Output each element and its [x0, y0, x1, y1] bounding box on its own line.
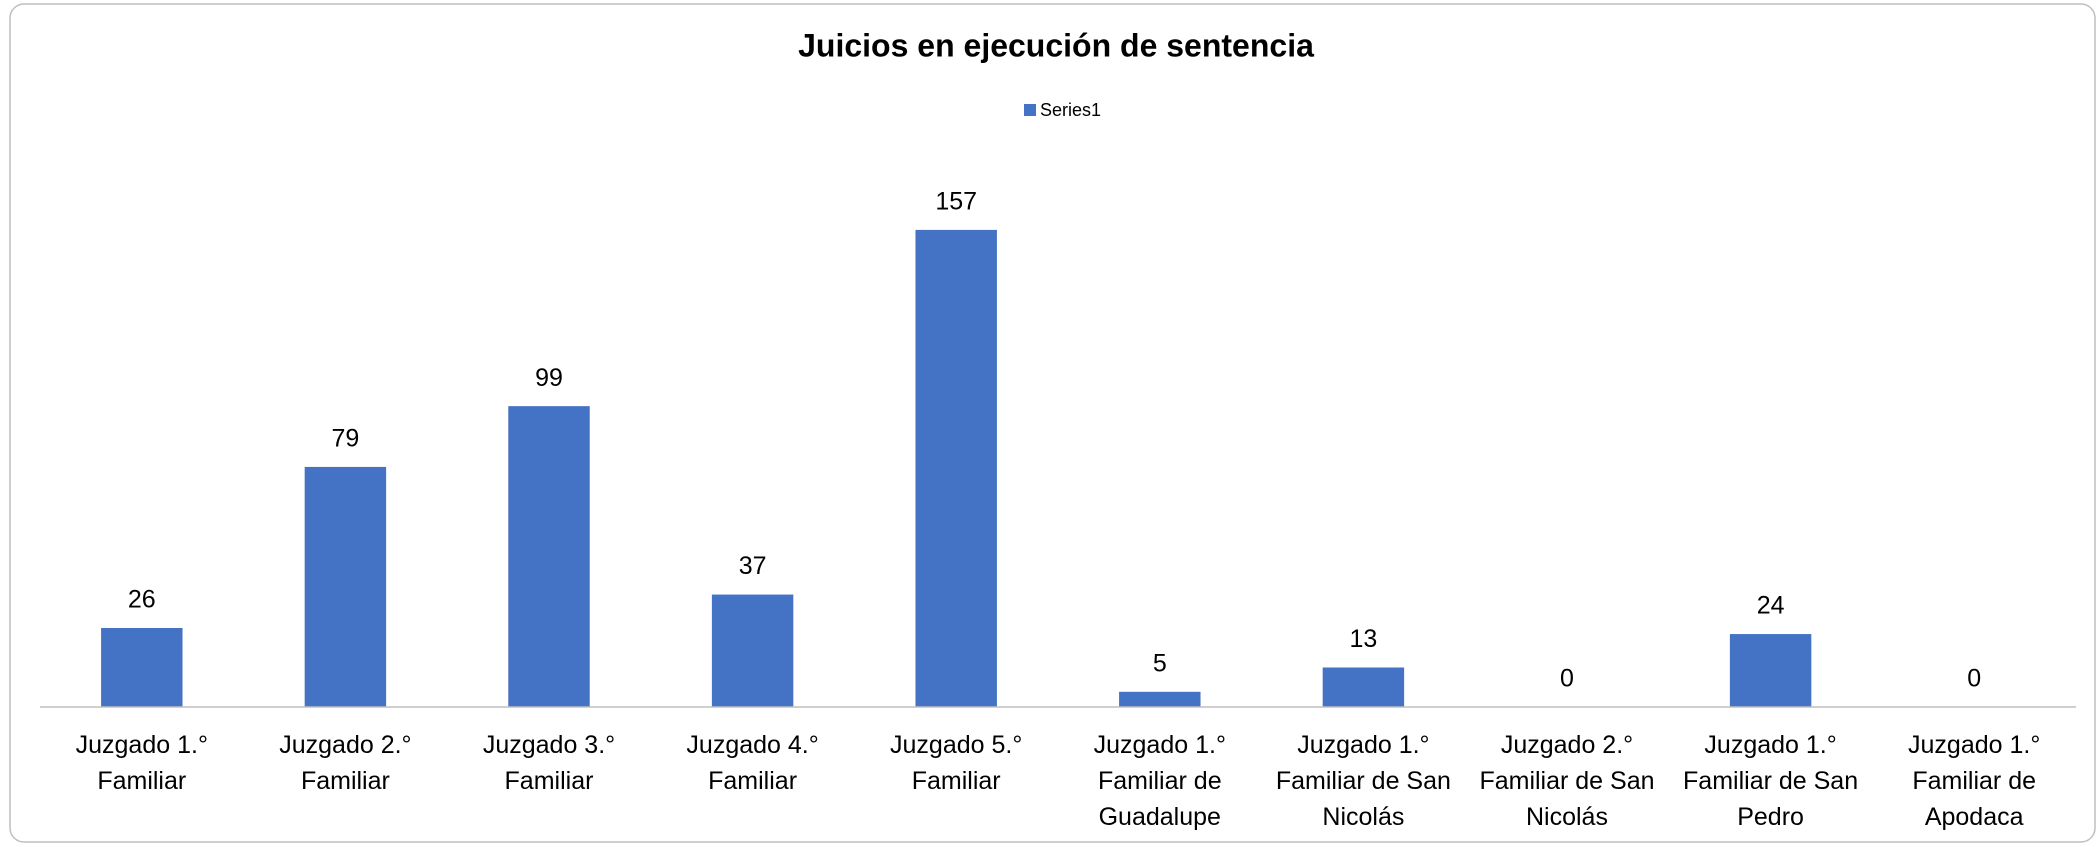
bar: [1119, 691, 1201, 707]
data-label: 0: [1967, 665, 1981, 693]
data-label: 79: [331, 425, 359, 453]
chart-border: [9, 3, 2096, 843]
data-label: 24: [1757, 592, 1785, 620]
bar: [915, 229, 997, 707]
x-tick-label: Juzgado 1.° Familiar de San Pedro: [1683, 731, 1859, 831]
data-label: 0: [1560, 665, 1574, 693]
data-label: 99: [535, 364, 563, 392]
bar: [508, 406, 590, 707]
x-tick-label: Juzgado 2.° Familiar: [279, 731, 412, 795]
legend-swatch: [1024, 104, 1036, 116]
x-tick-label: Juzgado 3.° Familiar: [482, 731, 616, 795]
x-tick-label: Juzgado 5.° Familiar: [890, 731, 1023, 795]
bar: [1729, 634, 1812, 707]
data-label: 157: [935, 188, 977, 216]
bar: [304, 466, 387, 707]
bar: [711, 594, 794, 707]
x-tick-label: Juzgado 1.° Familiar de Guadalupe: [1093, 731, 1226, 831]
x-tick-label: Juzgado 2.° Familiar de San Nicolás: [1479, 731, 1655, 831]
data-label: 37: [739, 552, 767, 580]
x-tick-label: Juzgado 1.° Familiar: [75, 731, 208, 795]
data-label: 13: [1349, 625, 1377, 653]
x-tick-label: Juzgado 1.° Familiar de San Nicolás: [1275, 731, 1451, 831]
data-label: 26: [128, 586, 156, 614]
bar: [1322, 667, 1405, 707]
legend-label: Series1: [1040, 100, 1101, 120]
x-tick-label: Juzgado 1.° Familiar de Apodaca: [1908, 731, 2041, 831]
bar: [101, 627, 183, 707]
data-label: 5: [1153, 649, 1167, 677]
x-tick-label: Juzgado 4.° Familiar: [686, 731, 819, 795]
chart-title: Juicios en ejecución de sentencia: [798, 27, 1314, 63]
